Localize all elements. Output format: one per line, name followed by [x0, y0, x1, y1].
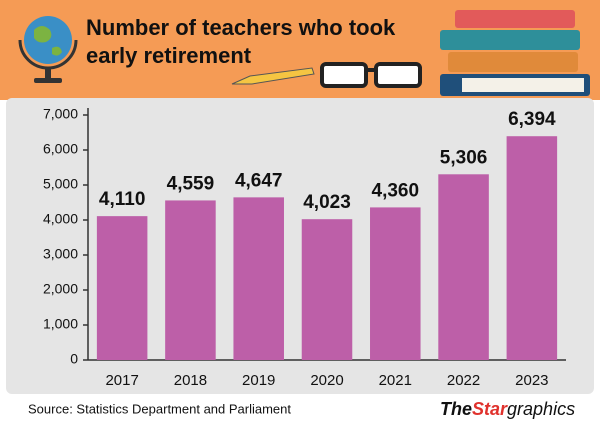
- value-label: 4,023: [303, 192, 351, 213]
- y-tick-label: 2,000: [43, 281, 78, 297]
- y-tick-label: 6,000: [43, 141, 78, 157]
- x-tick-label: 2020: [310, 372, 343, 389]
- bar: [438, 174, 489, 360]
- credit-graphics: graphics: [507, 399, 575, 419]
- plot-panel: [6, 98, 594, 394]
- credit-star: Star: [472, 399, 508, 419]
- x-tick-label: 2023: [515, 372, 548, 389]
- value-label: 4,647: [235, 170, 283, 191]
- bar: [165, 200, 216, 360]
- x-tick-label: 2018: [174, 372, 207, 389]
- source-note: Source: Statistics Department and Parlia…: [28, 401, 291, 416]
- y-tick-label: 3,000: [43, 246, 78, 262]
- x-tick-label: 2022: [447, 372, 480, 389]
- credit-the: The: [440, 399, 472, 419]
- y-tick-label: 0: [70, 351, 78, 367]
- bar: [506, 136, 558, 360]
- bar: [233, 197, 284, 360]
- bar: [96, 216, 148, 360]
- value-label: 4,559: [167, 173, 215, 194]
- pen-icon: [231, 67, 315, 85]
- x-tick-label: 2019: [242, 372, 275, 389]
- glasses-icon: [320, 62, 422, 88]
- y-tick-label: 7,000: [43, 106, 78, 122]
- books-icon: [440, 10, 590, 96]
- value-label: 4,110: [99, 189, 146, 210]
- value-label: 4,360: [372, 180, 420, 201]
- value-label: 5,306: [440, 147, 488, 168]
- y-tick-label: 1,000: [43, 316, 78, 332]
- x-tick-label: 2017: [105, 372, 138, 389]
- bar: [370, 207, 421, 360]
- y-tick-label: 4,000: [43, 211, 78, 227]
- chart-title: Number of teachers who took early retire…: [86, 15, 396, 68]
- value-label: 6,394: [508, 109, 556, 130]
- credit: TheStargraphics: [440, 399, 575, 419]
- y-tick-label: 5,000: [43, 176, 78, 192]
- bar: [301, 219, 353, 360]
- globe-icon: [18, 16, 78, 83]
- x-tick-label: 2021: [379, 372, 412, 389]
